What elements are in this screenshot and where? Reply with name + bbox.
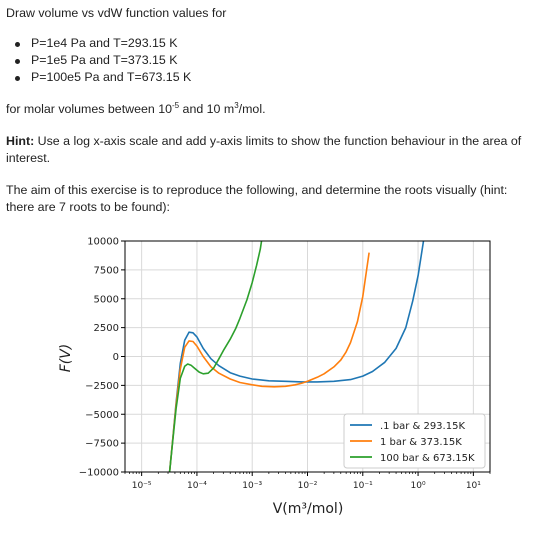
x-axis-label: V(m³/mol): [273, 501, 344, 517]
y-tick-label: 0: [113, 352, 119, 363]
y-tick-label: 5000: [94, 294, 119, 305]
bullet-icon: [15, 42, 20, 47]
legend-label: 1 bar & 373.15K: [380, 437, 462, 448]
aim-paragraph: The aim of this exercise is to reproduce…: [6, 183, 508, 214]
series-line: [168, 241, 425, 472]
legend: .1 bar & 293.15K 1 bar & 373.15K 100 bar &…: [343, 413, 486, 469]
intro-paragraph: Draw volume vs vdW function values for: [6, 6, 227, 20]
legend-box: [343, 413, 486, 469]
series-line: [168, 241, 263, 472]
range-text: /mol.: [238, 102, 266, 116]
unit-exponent: 3: [234, 100, 239, 110]
y-tick-label: 2500: [94, 323, 119, 334]
y-tick-label: −7500: [85, 439, 119, 450]
x-tick-label: 10¹: [466, 481, 481, 491]
y-tick-label: −10000: [79, 468, 119, 479]
hint-paragraph: Hint: Use a log x-axis scale and add y-a…: [6, 133, 538, 167]
range-paragraph: for molar volumes between 10-5 and 10 m3…: [6, 101, 266, 118]
y-tick-label: −5000: [85, 410, 119, 421]
list-item: P=100e5 Pa and T=673.15 K: [6, 69, 191, 86]
bullet-icon: [15, 59, 20, 64]
hint-text: Use a log x-axis scale and add y-axis li…: [6, 134, 522, 165]
list-item: P=1e4 Pa and T=293.15 K: [6, 35, 191, 52]
bullet-icon: [15, 76, 20, 81]
list-item: P=1e5 Pa and T=373.15 K: [6, 52, 191, 69]
legend-label: .1 bar & 293.15K: [380, 421, 465, 432]
hint-label: Hint:: [6, 134, 35, 148]
x-tick-label: 10⁻²: [298, 481, 318, 491]
series-layer: [168, 241, 425, 472]
y-axis-label: F(V): [58, 344, 74, 373]
series-line: [168, 252, 370, 472]
cases-list: P=1e4 Pa and T=293.15 K P=1e5 Pa and T=3…: [6, 35, 191, 86]
y-tick-label: −2500: [85, 381, 119, 392]
y-tick-label: 7500: [94, 265, 119, 276]
x-tick-label: 10⁻⁵: [132, 481, 152, 491]
range-text: for molar volumes between 10: [6, 102, 172, 116]
x-tick-label: 10⁻⁴: [187, 481, 207, 491]
case-text: P=1e5 Pa and T=373.15 K: [31, 53, 178, 67]
y-axis: 10000 7500 5000 2500 0 −2500 −5000 −7500 −10000: [79, 237, 125, 479]
range-text: and 10 m: [179, 102, 235, 116]
case-text: P=1e4 Pa and T=293.15 K: [31, 36, 178, 50]
x-tick-label: 10⁰: [411, 481, 426, 491]
y-tick-label: 10000: [87, 237, 119, 248]
legend-label: 100 bar & 673.15K: [380, 453, 475, 464]
range-exponent: -5: [171, 100, 180, 110]
case-text: P=100e5 Pa and T=673.15 K: [31, 70, 192, 84]
vdw-chart: 100007500500025000−2500−5000−7500−10000 …: [58, 237, 491, 517]
x-tick-label: 10⁻¹: [353, 481, 373, 491]
x-tick-label: 10⁻³: [242, 481, 262, 491]
x-axis: 10⁻⁵ 10⁻⁴ 10⁻³ 10⁻² 10⁻¹ 10⁰ 10¹: [124, 472, 491, 491]
